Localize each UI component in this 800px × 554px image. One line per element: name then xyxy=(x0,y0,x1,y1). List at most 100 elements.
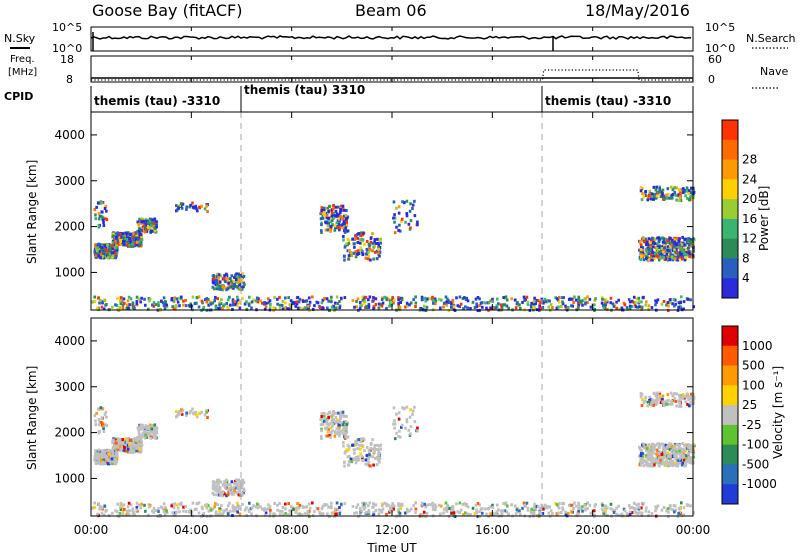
velocity-echo xyxy=(224,478,228,482)
power-echo xyxy=(383,295,387,299)
velocity-echo xyxy=(195,507,198,511)
velocity-echo xyxy=(539,512,543,516)
velocity-echo xyxy=(671,459,675,463)
power-echo xyxy=(200,204,203,208)
power-echo xyxy=(577,295,581,299)
nsky-tick-bottom: 10^0 xyxy=(52,42,82,55)
power-echo xyxy=(221,285,225,289)
power-echo xyxy=(641,246,645,250)
velocity-echo xyxy=(657,446,661,450)
velocity-echo xyxy=(483,507,487,511)
velocity-echo xyxy=(152,429,155,433)
velocity-echo xyxy=(345,448,348,452)
velocity-echo xyxy=(646,404,650,408)
time-axis-label: Time UT xyxy=(366,541,417,554)
x-tick-label: 00:00 xyxy=(74,523,109,537)
power-echo xyxy=(645,250,649,254)
velocity-echo xyxy=(135,446,139,450)
power-echo xyxy=(464,297,468,301)
power-echo xyxy=(667,304,670,308)
power-echo xyxy=(609,296,613,300)
power-echo xyxy=(353,305,356,309)
velocity-echo xyxy=(303,512,307,516)
velocity-echo xyxy=(347,445,351,449)
power-echo xyxy=(273,295,276,299)
velocity-echo xyxy=(636,511,640,515)
velocity-echo xyxy=(126,447,130,451)
velocity-echo xyxy=(421,503,424,507)
colorbar-swatch xyxy=(722,365,738,386)
power-echo xyxy=(146,225,150,229)
power-echo xyxy=(100,305,104,309)
velocity-echo xyxy=(365,510,368,514)
power-echo xyxy=(420,295,424,299)
power-echo xyxy=(140,220,144,224)
power-echo xyxy=(267,301,270,305)
power-echo xyxy=(416,220,419,224)
power-echo xyxy=(649,197,653,201)
power-echo xyxy=(131,301,135,305)
power-echo xyxy=(557,300,561,304)
power-echo xyxy=(268,299,272,303)
power-echo xyxy=(343,245,347,249)
power-echo xyxy=(347,257,351,261)
velocity-echo xyxy=(637,502,641,506)
velocity-echo xyxy=(131,448,134,452)
velocity-echo xyxy=(600,502,604,506)
power-echo xyxy=(191,201,194,205)
velocity-echo xyxy=(100,416,104,420)
power-echo xyxy=(650,236,654,240)
velocity-echo xyxy=(392,422,395,426)
power-echo xyxy=(289,299,293,303)
power-echo xyxy=(124,243,127,247)
velocity-echo xyxy=(364,458,368,462)
power-echo xyxy=(604,303,608,307)
velocity-echo xyxy=(551,512,554,516)
velocity-echo xyxy=(262,508,266,512)
power-echo xyxy=(126,299,130,303)
velocity-echo xyxy=(139,446,143,450)
power-echo xyxy=(254,299,258,303)
power-echo xyxy=(337,226,340,230)
velocity-echo xyxy=(658,391,662,395)
velocity-echo xyxy=(329,435,332,439)
power-echo xyxy=(200,299,204,303)
velocity-echo xyxy=(555,503,559,507)
velocity-echo xyxy=(353,451,356,455)
velocity-echo xyxy=(231,509,235,513)
velocity-scatter xyxy=(91,391,696,519)
velocity-echo xyxy=(653,458,657,462)
velocity-echo xyxy=(689,448,692,452)
velocity-echo xyxy=(360,443,364,447)
power-echo xyxy=(680,257,684,261)
velocity-echo xyxy=(330,425,334,429)
velocity-echo xyxy=(367,460,370,464)
velocity-echo xyxy=(385,512,388,516)
velocity-echo xyxy=(451,504,455,508)
velocity-echo xyxy=(676,458,680,462)
velocity-echo xyxy=(625,512,629,516)
power-echo xyxy=(658,246,661,250)
velocity-echo xyxy=(640,459,643,463)
velocity-echo xyxy=(397,507,400,511)
velocity-echo xyxy=(366,463,370,467)
velocity-echo xyxy=(518,509,521,513)
power-echo xyxy=(408,303,411,307)
velocity-echo xyxy=(679,405,683,409)
power-echo xyxy=(96,246,100,250)
power-echo xyxy=(176,208,179,212)
velocity-echo xyxy=(372,463,375,467)
power-echo xyxy=(679,245,682,249)
power-echo xyxy=(368,247,371,251)
velocity-echo xyxy=(385,502,388,506)
velocity-echo xyxy=(157,509,160,513)
velocity-echo xyxy=(242,480,246,484)
power-echo xyxy=(618,307,621,311)
power-echo xyxy=(660,256,663,260)
power-echo xyxy=(679,193,682,197)
power-echo xyxy=(111,244,114,248)
power-echo xyxy=(666,309,670,313)
power-echo xyxy=(365,247,369,251)
velocity-echo xyxy=(405,420,409,424)
velocity-echo xyxy=(286,513,289,517)
